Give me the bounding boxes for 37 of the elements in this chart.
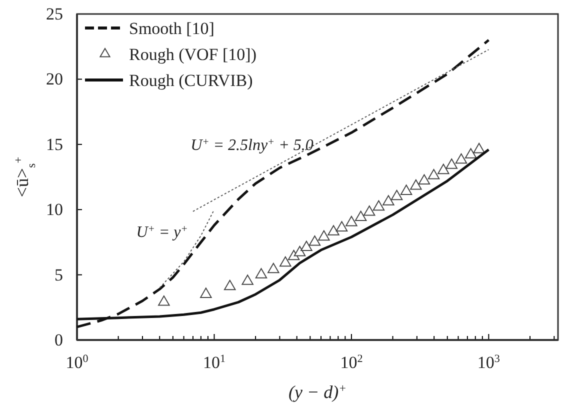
x-axis-title: (y − d)$^{+}$ [288,382,347,402]
x-tick-label: 10$^{0}$ [66,353,89,372]
point [438,164,450,174]
point [446,158,458,169]
legend-label: Rough (CURVIB) [129,71,253,90]
point [255,268,268,278]
x-tick-label: 10$^{1}$ [202,353,226,372]
point [390,190,403,200]
point [473,142,485,154]
point [300,240,312,252]
point [428,168,440,180]
x-tick-label: 10$^{2}$ [340,353,363,372]
y-tick-label: 15 [46,134,63,154]
point [455,153,468,164]
point [464,148,477,158]
y-tick-label: 5 [54,265,63,284]
point [318,230,330,241]
point [328,225,340,236]
annotation: U$^{+}$ = 2.5lny$^{+}$ + 5.0 [190,136,314,154]
point [336,221,348,232]
point [400,184,412,195]
legend-label: Rough (VOF [10]) [129,45,256,64]
point [346,216,358,226]
x-tick-label: 10$^{3}$ [477,353,500,372]
point [363,206,376,216]
point [410,179,422,190]
point [418,174,430,185]
point [308,235,321,246]
legend-label: Smooth [10] [129,19,214,38]
point [382,195,394,206]
point [354,210,367,222]
y-tick-label: 10 [46,200,63,220]
y-tick-label: 25 [46,4,63,24]
annotation: U$^{+}$ = y$^{+}$ [136,224,188,241]
y-tick-label: 20 [46,70,63,89]
point [372,200,385,211]
y-tick-label: 0 [54,330,63,350]
